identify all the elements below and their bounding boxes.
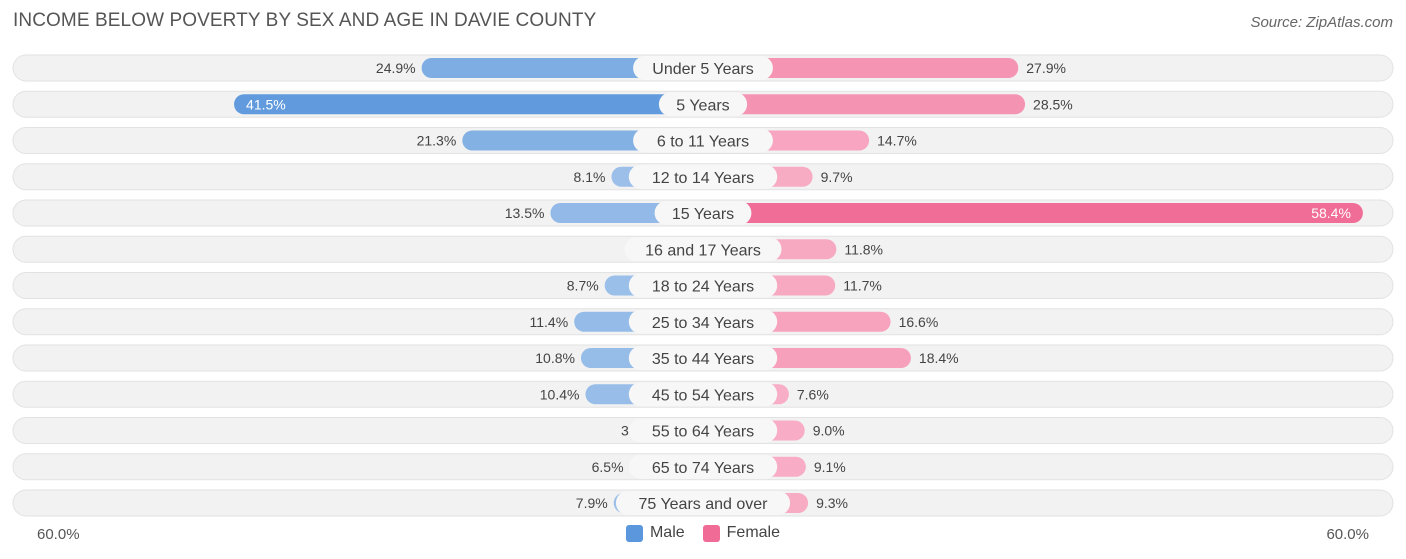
category-label: 6 to 11 Years [657, 134, 749, 151]
source-label: Source: ZipAtlas.com [1250, 14, 1393, 31]
category-label: 5 Years [676, 97, 729, 114]
category-label: 12 to 14 Years [652, 170, 754, 187]
female-swatch [702, 524, 720, 542]
category-pill [628, 164, 778, 189]
category-label: 65 to 74 Years [652, 460, 754, 477]
category-label: 18 to 24 Years [652, 279, 754, 296]
male-value-label: 8.7% [567, 278, 599, 294]
male-bar [234, 94, 704, 115]
male-value-label: 10.4% [540, 386, 580, 402]
category-pill [628, 418, 778, 443]
category-pill [628, 382, 778, 407]
axis-right-label: 60.0% [1326, 526, 1369, 543]
female-value-label: 58.4% [1311, 205, 1351, 221]
female-value-label: 7.6% [797, 386, 829, 402]
legend-item-male[interactable]: Male [625, 524, 685, 542]
legend-item-female[interactable]: Female [702, 524, 781, 542]
female-value-label: 11.7% [843, 278, 882, 294]
female-value-label: 9.0% [813, 423, 845, 439]
male-value-label: 21.3% [417, 133, 457, 149]
male-value-label: 11.4% [530, 314, 569, 330]
female-value-label: 16.6% [899, 314, 939, 330]
female-value-label: 9.1% [814, 459, 846, 475]
category-pill [628, 309, 778, 334]
category-label: 75 Years and over [639, 496, 769, 513]
legend-male-label: Male [649, 524, 685, 541]
legend-female-label: Female [726, 524, 781, 541]
female-value-label: 18.4% [919, 350, 959, 366]
female-value-label: 11.8% [844, 241, 883, 257]
category-label: 15 Years [672, 206, 734, 223]
female-bar [703, 203, 1363, 223]
category-pill [628, 454, 778, 479]
category-label: 45 to 54 Years [652, 387, 754, 404]
male-value-label: 7.9% [576, 495, 608, 511]
male-swatch [625, 524, 643, 542]
female-bar [703, 94, 1026, 115]
category-label: Under 5 Years [652, 61, 753, 78]
chart-title: INCOME BELOW POVERTY BY SEX AND AGE IN D… [13, 10, 597, 31]
male-value-label: 6.5% [592, 459, 624, 475]
category-pill [628, 273, 778, 298]
legend: Male Female [0, 524, 1406, 542]
category-pill [633, 56, 773, 80]
female-value-label: 9.3% [816, 495, 848, 511]
female-bar [703, 58, 1019, 78]
male-bar [421, 58, 703, 78]
axis-left-label: 60.0% [37, 526, 80, 543]
female-value-label: 9.7% [821, 169, 853, 185]
category-pill [658, 92, 748, 117]
category-pill [615, 491, 791, 515]
category-pill [624, 237, 782, 262]
female-value-label: 27.9% [1026, 60, 1066, 76]
category-label: 55 to 64 Years [652, 424, 754, 441]
category-label: 35 to 44 Years [652, 351, 754, 368]
female-value-label: 28.5% [1033, 96, 1073, 112]
category-pill [633, 128, 773, 153]
category-label: 25 to 34 Years [652, 315, 754, 332]
male-value-label: 10.8% [535, 350, 575, 366]
category-pill [628, 346, 778, 370]
male-value-label: 13.5% [505, 205, 545, 221]
category-label: 16 and 17 Years [645, 242, 761, 259]
male-value-label: 8.1% [574, 169, 606, 185]
male-value-label: 41.5% [246, 96, 286, 112]
category-pill [654, 201, 752, 225]
male-value-label: 24.9% [376, 60, 416, 76]
female-value-label: 14.7% [877, 133, 917, 149]
